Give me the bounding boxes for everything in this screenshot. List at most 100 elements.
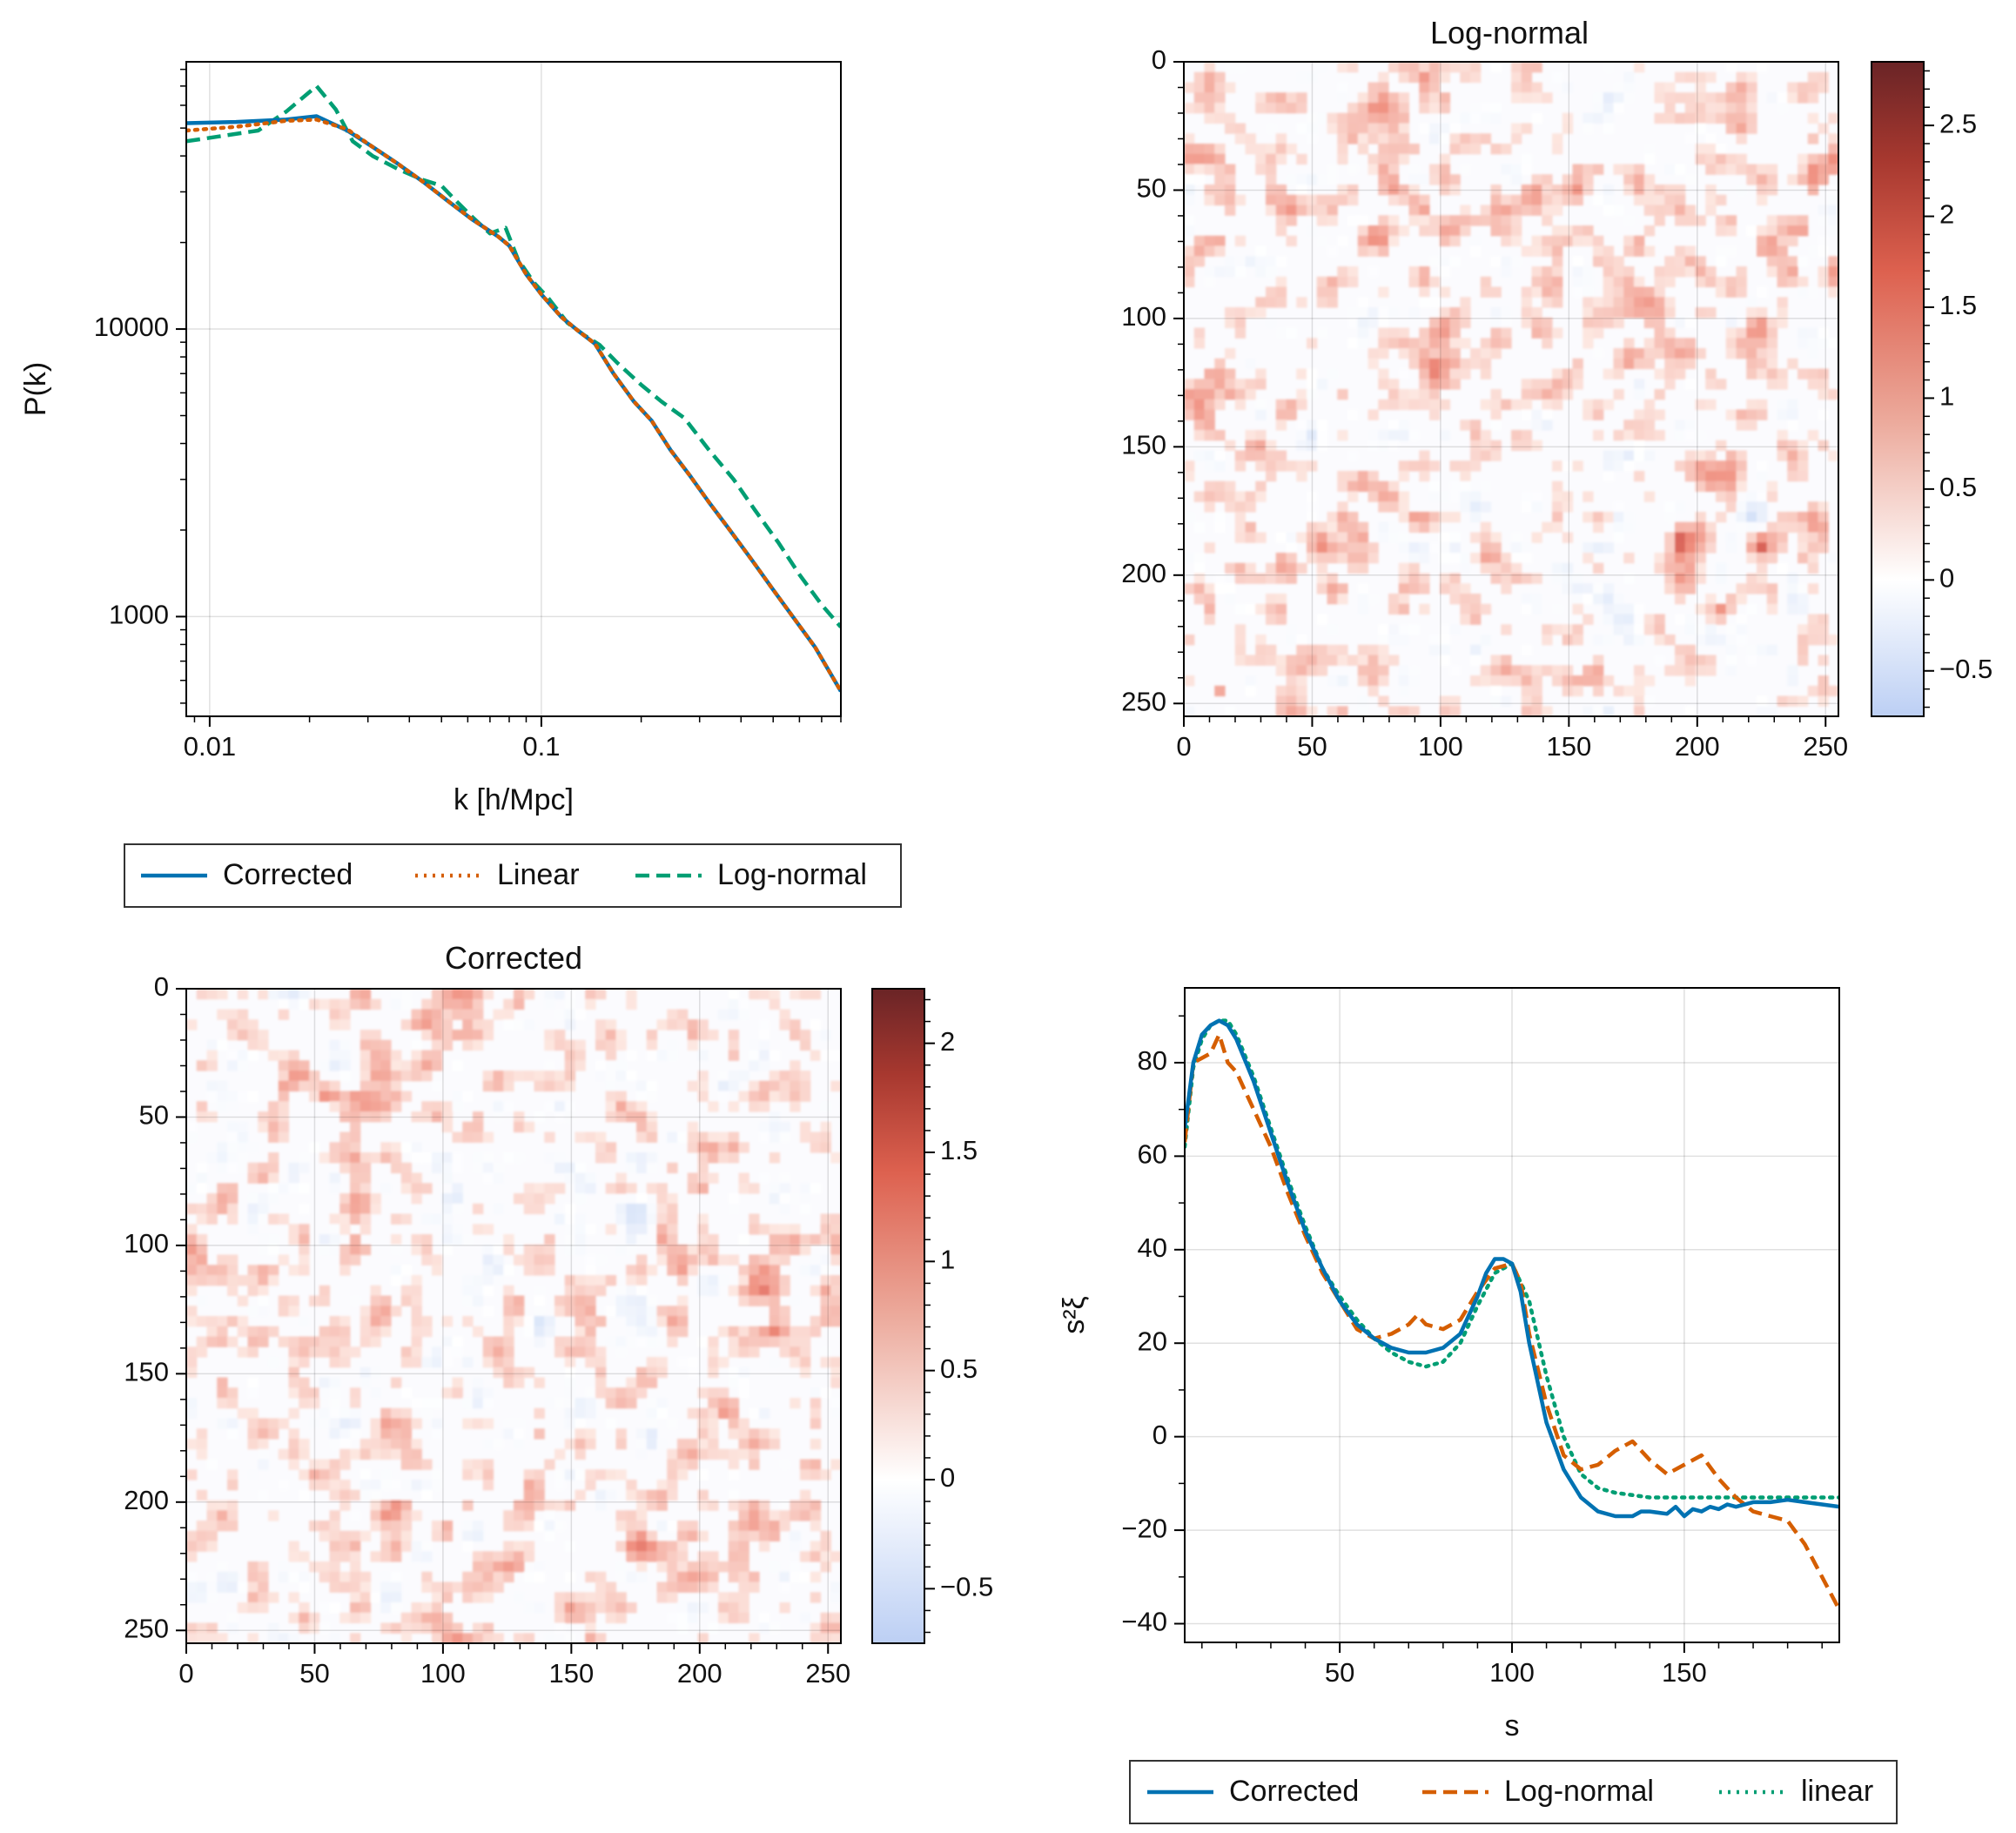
field-cell — [473, 1295, 484, 1306]
field-cell — [1603, 256, 1615, 267]
field-cell — [636, 1234, 648, 1246]
field-cell — [1684, 583, 1697, 594]
field-cell — [1654, 614, 1665, 625]
field-cell — [738, 1142, 749, 1153]
field-cell — [1234, 389, 1247, 400]
field-cell — [615, 1213, 627, 1225]
field-cell — [708, 1346, 719, 1358]
field-cell — [217, 1561, 228, 1573]
field-cell — [350, 1295, 361, 1306]
field-cell — [575, 1060, 586, 1071]
field-cell — [1828, 256, 1839, 267]
field-cell — [1460, 164, 1471, 175]
field-cell — [800, 1091, 811, 1102]
field-cell — [1552, 368, 1563, 379]
field-cell — [1388, 594, 1400, 605]
field-cell — [411, 1541, 422, 1552]
field-cell — [830, 1581, 842, 1593]
field-cell — [1204, 194, 1215, 206]
field-cell — [523, 1254, 535, 1266]
field-cell — [411, 1346, 422, 1358]
field-cell — [615, 1183, 627, 1194]
field-cell — [1429, 317, 1441, 329]
field-cell — [1460, 603, 1471, 615]
field-cell — [186, 1581, 198, 1593]
field-cell — [391, 989, 402, 1000]
field-cell — [738, 1071, 749, 1082]
field-cell — [738, 1541, 749, 1552]
field-cell — [820, 1131, 831, 1143]
field-cell — [728, 1254, 740, 1266]
field-cell — [493, 1265, 504, 1276]
field-cell — [820, 1316, 831, 1327]
field-cell — [339, 1091, 351, 1102]
field-cell — [1337, 266, 1348, 278]
field-cell — [1266, 573, 1277, 584]
field-cell — [1613, 512, 1624, 523]
field-cell — [1613, 297, 1624, 308]
field-cell — [790, 1101, 801, 1112]
field-cell — [554, 1521, 566, 1532]
field-cell — [329, 1407, 340, 1420]
field-cell — [339, 1581, 351, 1593]
field-cell — [1307, 225, 1318, 237]
field-cell — [400, 1162, 413, 1174]
field-cell — [1470, 348, 1482, 359]
field-cell — [217, 1091, 228, 1102]
field-cell — [1664, 297, 1676, 308]
field-cell — [1193, 430, 1206, 441]
field-cell — [1480, 480, 1492, 493]
field-cell — [1439, 71, 1451, 84]
field-cell — [1449, 174, 1461, 185]
field-cell — [227, 1398, 239, 1409]
field-cell — [339, 1407, 351, 1420]
field-cell — [1470, 512, 1482, 523]
field-cell — [1480, 634, 1492, 646]
field-cell — [1684, 624, 1697, 635]
field-cell — [656, 1316, 668, 1327]
field-cell — [217, 1275, 228, 1286]
field-cell — [400, 1387, 413, 1399]
field-cell — [1378, 71, 1389, 84]
field-cell — [667, 1581, 678, 1593]
field-cell — [339, 1530, 351, 1542]
field-cell — [288, 1571, 299, 1583]
field-cell — [227, 1428, 239, 1440]
field-cell — [779, 1571, 790, 1583]
field-cell — [544, 1234, 555, 1246]
field-cell — [728, 1030, 740, 1041]
field-cell — [1460, 358, 1471, 370]
field-cell — [1613, 501, 1624, 513]
field-cell — [810, 1407, 822, 1420]
field-cell — [462, 1581, 474, 1593]
field-cell — [759, 1101, 770, 1112]
field-cell — [810, 1571, 822, 1583]
field-cell — [1675, 185, 1686, 196]
field-cell — [1828, 194, 1839, 206]
field-cell — [697, 1224, 709, 1235]
field-cell — [268, 1183, 279, 1194]
field-cell — [1593, 685, 1604, 697]
field-cell — [1245, 685, 1256, 697]
field-cell — [595, 1131, 607, 1143]
field-cell — [1193, 164, 1206, 175]
field-cell — [1828, 133, 1839, 144]
field-cell — [1296, 420, 1307, 431]
field-cell — [718, 1602, 729, 1614]
field-cell — [800, 1551, 811, 1562]
field-cell — [1378, 235, 1389, 247]
field-cell — [544, 1039, 555, 1051]
field-cell — [514, 1152, 525, 1164]
field-cell — [400, 1500, 413, 1511]
field-cell — [1777, 368, 1788, 379]
field-cell — [206, 1111, 218, 1123]
field-cell — [1490, 256, 1502, 267]
field-cell — [432, 1602, 443, 1614]
field-cell — [1746, 317, 1757, 329]
field-cell — [441, 1009, 454, 1020]
field-cell — [708, 1500, 719, 1511]
field-cell — [1664, 92, 1676, 104]
field-cell — [1798, 92, 1809, 104]
field-cell — [1460, 112, 1471, 124]
